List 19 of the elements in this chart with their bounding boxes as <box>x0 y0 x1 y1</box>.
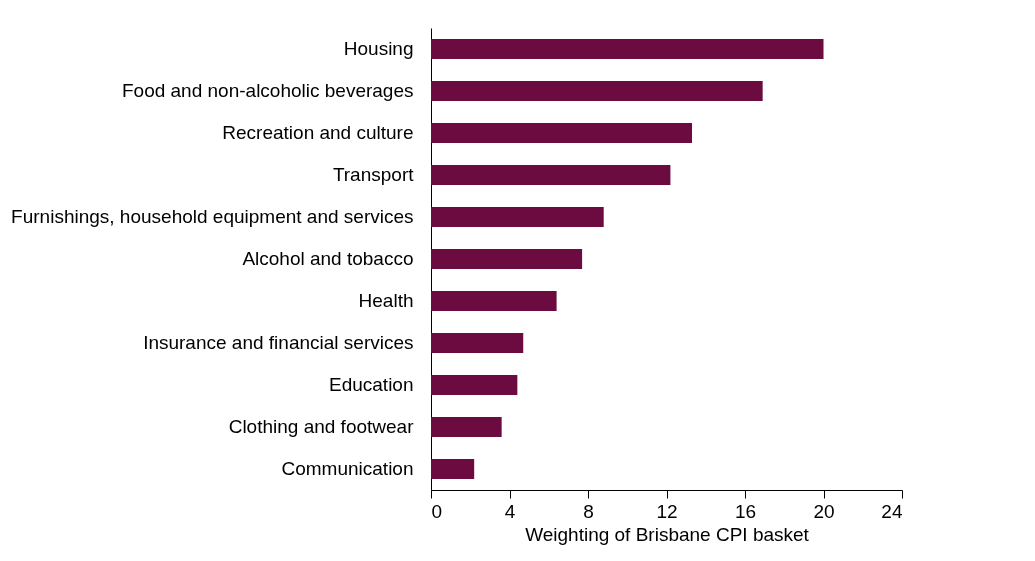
y-tick-label: Health <box>358 290 414 311</box>
x-tick-label: 12 <box>656 500 678 522</box>
y-tick-label: Housing <box>343 38 414 59</box>
x-tick-label: 8 <box>583 500 594 522</box>
x-tick-label: 24 <box>881 500 903 522</box>
y-tick-label: Transport <box>332 164 415 185</box>
y-tick-label: Insurance and financial services <box>143 332 414 353</box>
y-tick-label: Recreation and culture <box>222 122 414 143</box>
y-tick-label: Communication <box>281 458 414 479</box>
x-tick-label: 16 <box>734 500 757 522</box>
y-tick-label: Furnishings, household equipment and services <box>11 206 414 227</box>
y-tick-label: Clothing and footwear <box>228 416 415 437</box>
x-tick-label: 0 <box>431 500 443 522</box>
x-tick-label: 20 <box>813 500 835 522</box>
y-tick-label: Alcohol and tobacco <box>242 248 414 269</box>
y-tick-label: Education <box>328 374 414 395</box>
x-tick-label: 4 <box>504 500 516 522</box>
y-tick-label: Food and non-alcoholic beverages <box>121 80 414 101</box>
x-axis-title: Weighting of Brisbane CPI basket <box>525 523 810 545</box>
